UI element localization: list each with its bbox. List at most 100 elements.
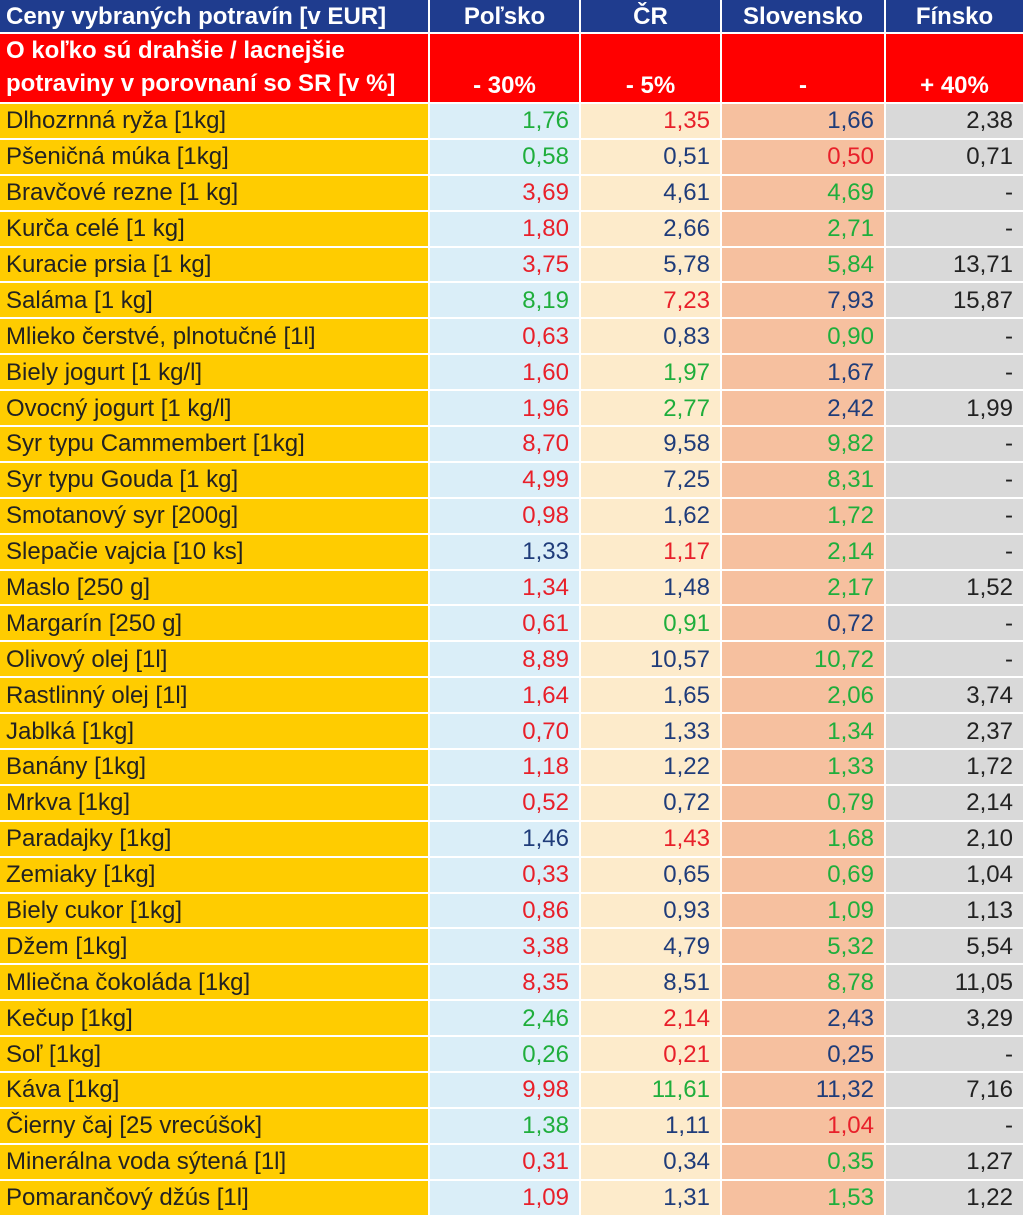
price-poland: 3,69	[429, 174, 581, 212]
price-slovakia: 8,31	[721, 461, 886, 499]
price-czech: 0,93	[580, 892, 722, 930]
food-name: Pšeničná múka [1kg]	[0, 138, 430, 176]
price-czech: 0,34	[580, 1143, 722, 1181]
price-slovakia: 0,69	[721, 856, 886, 894]
price-finland: -	[885, 354, 1024, 392]
table-row: Kurča celé [1 kg] 1,80 2,66 2,71-	[0, 210, 1024, 248]
price-slovakia: 1,09	[721, 892, 886, 930]
price-finland: 1,13	[885, 892, 1024, 930]
food-name: Bravčové rezne [1 kg]	[0, 174, 430, 212]
table-row: Banány [1kg] 1,18 1,22 1,33 1,72	[0, 749, 1024, 786]
price-slovakia: 0,79	[721, 784, 886, 822]
price-czech: 5,78	[580, 246, 722, 284]
food-name: Zemiaky [1kg]	[0, 856, 430, 894]
food-name: Paradajky [1kg]	[0, 820, 430, 858]
table-row: Slepačie vajcia [10 ks] 1,33 1,17 2,14-	[0, 533, 1024, 571]
price-slovakia: 2,06	[721, 677, 886, 715]
table-row: Soľ [1kg] 0,26 0,21 0,25-	[0, 1036, 1024, 1074]
price-finland: 11,05	[885, 964, 1024, 1002]
price-czech: 4,61	[580, 174, 722, 212]
price-slovakia: 7,93	[721, 282, 886, 320]
price-poland: 1,34	[429, 569, 581, 607]
table-row: Pšeničná múka [1kg] 0,58 0,51 0,50 0,71	[0, 138, 1024, 176]
price-poland: 0,63	[429, 318, 581, 356]
price-finland: 0,71	[885, 138, 1024, 176]
price-slovakia: 1,53	[721, 1179, 886, 1217]
price-poland: 1,96	[429, 390, 581, 428]
price-finland: 15,87	[885, 282, 1024, 320]
food-name: Biely cukor [1kg]	[0, 892, 430, 930]
food-name: Džem [1kg]	[0, 928, 430, 966]
price-czech: 2,66	[580, 210, 722, 248]
price-finland: -	[885, 174, 1024, 212]
price-poland: 1,18	[429, 749, 581, 786]
table-row: Biely jogurt [1 kg/l] 1,60 1,97 1,67-	[0, 354, 1024, 392]
price-czech: 0,91	[580, 605, 722, 643]
food-name: Syr typu Gouda [1 kg]	[0, 461, 430, 499]
food-name: Kuracie prsia [1 kg]	[0, 246, 430, 284]
food-name: Mlieko čerstvé, plnotučné [1l]	[0, 318, 430, 356]
food-name: Kurča celé [1 kg]	[0, 210, 430, 248]
price-slovakia: 4,69	[721, 174, 886, 212]
price-poland: 0,86	[429, 892, 581, 930]
price-finland: 2,37	[885, 713, 1024, 751]
price-slovakia: 0,50	[721, 138, 886, 176]
food-name: Mliečna čokoláda [1kg]	[0, 964, 430, 1002]
price-slovakia: 1,34	[721, 713, 886, 751]
price-czech: 0,72	[580, 784, 722, 822]
price-czech: 0,21	[580, 1036, 722, 1074]
table-body: Dlhozrnná ryža [1kg] 1,76 1,35 1,66 2,38 Pšen…	[0, 103, 1024, 1217]
price-poland: 1,60	[429, 354, 581, 392]
food-name: Margarín [250 g]	[0, 605, 430, 643]
price-poland: 9,98	[429, 1072, 581, 1109]
price-slovakia: 0,72	[721, 605, 886, 643]
price-finland: -	[885, 497, 1024, 535]
price-slovakia: 2,43	[721, 1000, 886, 1038]
table-row: Bravčové rezne [1 kg] 3,69 4,61 4,69-	[0, 174, 1024, 212]
comparison-label: O koľko sú drahšie / lacnejšie potraviny…	[0, 33, 430, 104]
price-finland: 1,04	[885, 856, 1024, 894]
price-finland: 1,22	[885, 1179, 1024, 1217]
price-czech: 1,43	[580, 820, 722, 858]
table-row: Mliečna čokoláda [1kg] 8,35 8,51 8,78 11,05	[0, 964, 1024, 1002]
price-poland: 1,33	[429, 533, 581, 571]
price-poland: 1,46	[429, 820, 581, 858]
table-row: Syr typu Cammembert [1kg] 8,70 9,58 9,82-	[0, 426, 1024, 463]
table-row: Káva [1kg] 9,98 11,61 11,32 7,16	[0, 1072, 1024, 1109]
price-finland: -	[885, 318, 1024, 356]
price-finland: -	[885, 1036, 1024, 1074]
price-poland: 8,70	[429, 426, 581, 463]
food-name: Syr typu Cammembert [1kg]	[0, 426, 430, 463]
column-header-slovakia: Slovensko	[721, 0, 886, 34]
table-title: Ceny vybraných potravín [v EUR]	[0, 0, 430, 34]
price-finland: 1,99	[885, 390, 1024, 428]
column-header-poland: Poľsko	[429, 0, 581, 34]
price-slovakia: 0,90	[721, 318, 886, 356]
price-czech: 1,33	[580, 713, 722, 751]
price-czech: 1,97	[580, 354, 722, 392]
price-czech: 2,14	[580, 1000, 722, 1038]
price-czech: 1,31	[580, 1179, 722, 1217]
price-finland: 3,74	[885, 677, 1024, 715]
price-slovakia: 10,72	[721, 641, 886, 679]
price-czech: 2,77	[580, 390, 722, 428]
price-slovakia: 1,68	[721, 820, 886, 858]
price-poland: 1,64	[429, 677, 581, 715]
price-poland: 8,89	[429, 641, 581, 679]
table-row: Saláma [1 kg] 8,19 7,23 7,93 15,87	[0, 282, 1024, 320]
price-slovakia: 2,14	[721, 533, 886, 571]
price-finland: 1,27	[885, 1143, 1024, 1181]
price-poland: 0,98	[429, 497, 581, 535]
table-row: Smotanový syr [200g] 0,98 1,62 1,72-	[0, 497, 1024, 535]
price-czech: 10,57	[580, 641, 722, 679]
price-czech: 0,83	[580, 318, 722, 356]
food-name: Banány [1kg]	[0, 749, 430, 786]
price-finland: 3,29	[885, 1000, 1024, 1038]
table-row: Syr typu Gouda [1 kg] 4,99 7,25 8,31-	[0, 461, 1024, 499]
price-czech: 11,61	[580, 1072, 722, 1109]
table-row: Mlieko čerstvé, plnotučné [1l] 0,63 0,83 0,…	[0, 318, 1024, 356]
price-finland: -	[885, 1107, 1024, 1145]
comparison-poland: - 30%	[429, 33, 581, 104]
price-slovakia: 5,32	[721, 928, 886, 966]
